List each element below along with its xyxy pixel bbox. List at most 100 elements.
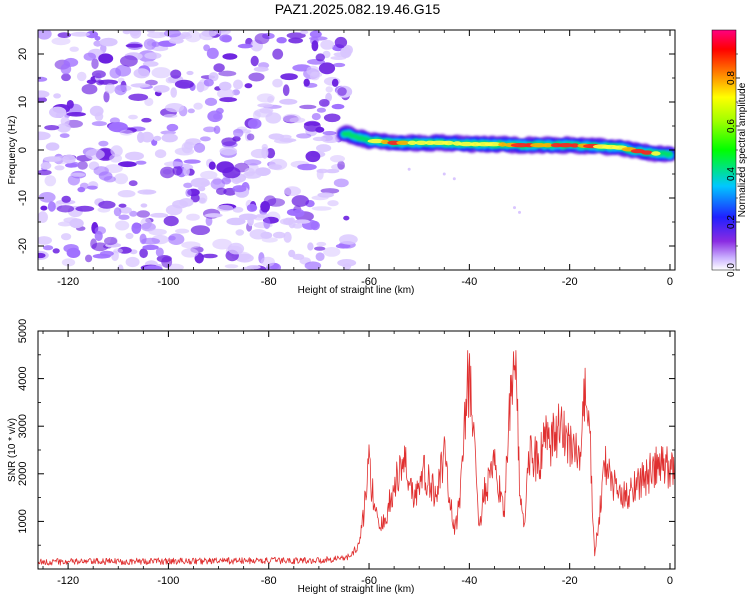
noise-dot	[442, 172, 446, 176]
noise-blob	[43, 245, 54, 251]
noise-blob	[104, 164, 123, 174]
noise-blob	[212, 238, 232, 250]
noise-blob	[193, 102, 203, 110]
noise-blob	[77, 160, 88, 170]
noise-blob	[286, 32, 306, 39]
noise-blob	[60, 63, 72, 75]
bottom-y-axis-label: SNR (10 * v/v)	[7, 418, 18, 482]
noise-blob	[325, 169, 340, 174]
noise-blob	[316, 168, 324, 180]
bottom-x-tick-label: -120	[57, 575, 79, 587]
noise-blob	[144, 52, 162, 60]
noise-blob	[219, 146, 238, 156]
noise-blob	[109, 67, 122, 79]
top-y-tick-label: 0	[17, 147, 29, 153]
bottom-x-tick-label: -20	[562, 575, 578, 587]
colorbar-ticks: 0.0 0.2 0.4 0.6 0.8	[726, 53, 740, 277]
noise-blob	[181, 248, 199, 258]
noise-blob	[333, 62, 346, 68]
noise-blob	[246, 133, 255, 141]
noise-blob	[91, 70, 106, 79]
noise-blob	[186, 70, 194, 76]
noise-blob	[254, 33, 270, 45]
noise-blob	[244, 167, 255, 177]
noise-blob	[38, 90, 50, 98]
noise-blob	[221, 137, 237, 147]
noise-blob	[315, 53, 325, 62]
noise-blob	[98, 79, 118, 85]
noise-blob	[196, 81, 205, 93]
spectral-ridge	[336, 125, 675, 163]
noise-blob	[316, 241, 327, 247]
noise-blob	[200, 136, 211, 142]
noise-blob	[217, 88, 235, 99]
bottom-x-tick-label: -80	[261, 575, 277, 587]
noise-blob	[143, 38, 157, 50]
noise-dot	[407, 167, 411, 171]
noise-blob	[203, 44, 211, 52]
noise-blob	[98, 200, 116, 209]
noise-blob	[154, 149, 167, 159]
noise-blob	[232, 185, 247, 193]
noise-blob	[150, 212, 169, 218]
noise-blob	[292, 64, 312, 72]
noise-blob	[139, 233, 147, 245]
noise-blob	[333, 178, 349, 188]
noise-blob	[292, 209, 305, 218]
noise-dot	[452, 177, 456, 181]
noise-blob	[98, 140, 109, 147]
noise-blob	[190, 225, 210, 236]
noise-blob	[272, 48, 284, 60]
noise-blob	[38, 96, 47, 103]
noise-blob	[153, 135, 162, 141]
noise-blob	[218, 70, 237, 77]
top-x-tick-label: -20	[562, 276, 578, 288]
noise-blob	[293, 219, 311, 224]
noise-blob	[89, 105, 104, 117]
noise-blob	[118, 161, 137, 168]
noise-blob	[174, 79, 194, 89]
noise-blob	[172, 165, 183, 176]
noise-blob	[237, 43, 253, 49]
top-x-tick-label: 0	[667, 276, 673, 288]
noise-blob	[288, 37, 303, 44]
noise-blob	[79, 182, 89, 190]
noise-blob	[311, 40, 319, 52]
colorbar-tick-label: 0.6	[726, 119, 737, 133]
noise-blob	[135, 160, 147, 165]
ridge-hotspot	[458, 141, 475, 147]
noise-blob	[40, 205, 48, 211]
noise-blob	[70, 172, 86, 177]
noise-blob	[320, 188, 340, 194]
top-x-tick-label: -60	[361, 276, 377, 288]
noise-blob	[144, 97, 154, 107]
noise-blob	[206, 47, 219, 60]
noise-blob	[297, 163, 317, 171]
noise-blob	[61, 73, 71, 82]
noise-blob	[91, 242, 109, 252]
ridge-hotspot	[396, 140, 410, 145]
colorbar: 0.0 0.2 0.4 0.6 0.8 Normalized spectral ampl…	[711, 29, 748, 277]
noise-blob	[247, 118, 262, 129]
noise-blob	[343, 215, 350, 221]
noise-blob	[165, 103, 185, 113]
noise-blob	[93, 166, 109, 176]
noise-blob	[199, 197, 206, 204]
noise-blob	[56, 123, 71, 133]
noise-blob	[170, 69, 182, 79]
noise-blob	[330, 155, 345, 163]
noise-blob	[208, 161, 216, 170]
noise-blob	[331, 103, 345, 110]
snr-panel: -120 -100 -80 -60 -40 -20 0 1000 2000 3000 4000 50…	[7, 319, 676, 595]
noise-blob	[337, 259, 357, 267]
noise-blob	[139, 248, 148, 259]
noise-blob	[142, 61, 159, 67]
noise-blob	[235, 253, 254, 263]
noise-blob	[279, 138, 297, 143]
noise-blob	[119, 129, 133, 136]
noise-blob	[318, 99, 330, 107]
ridge-hotspot	[530, 143, 547, 148]
noise-blob	[243, 159, 262, 166]
bottom-x-tick-label: -60	[361, 575, 377, 587]
